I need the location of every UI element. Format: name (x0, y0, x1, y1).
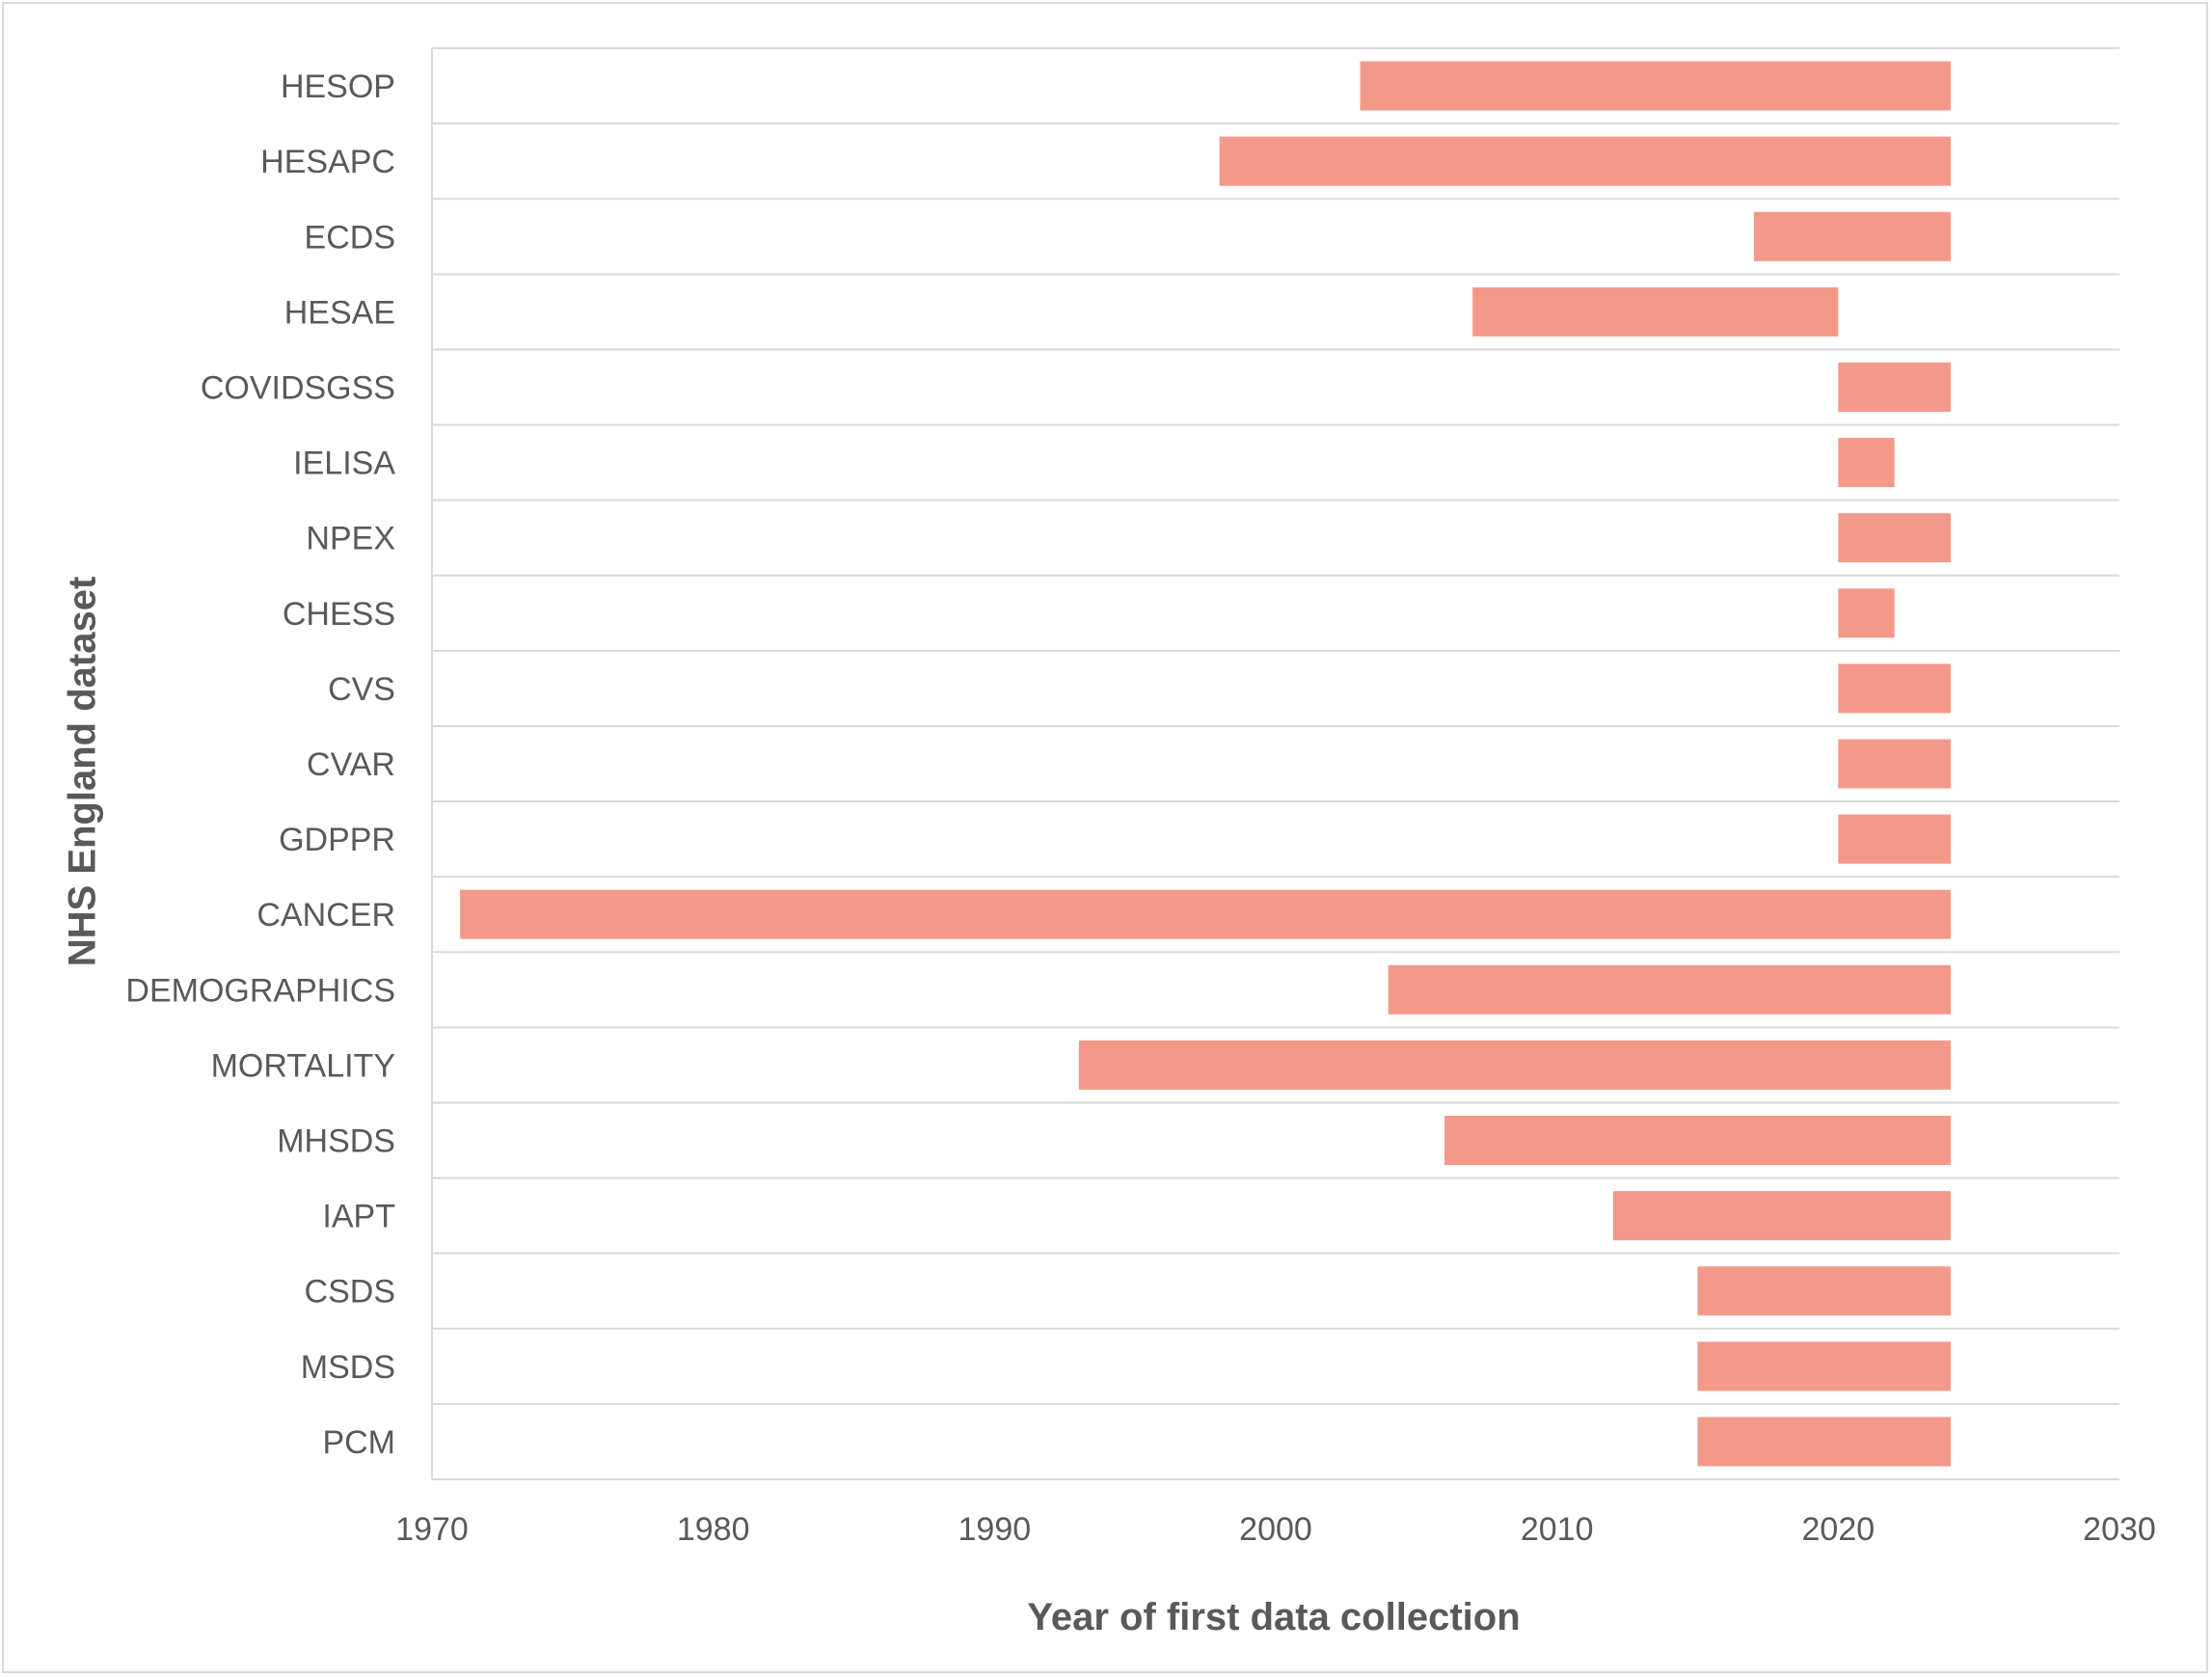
category-label: DEMOGRAPHICS (125, 972, 395, 1009)
bar-cvar (1838, 739, 1951, 789)
bar-npex (1838, 513, 1951, 563)
bar-ielisa (1838, 438, 1895, 488)
category-label: COVIDSGSS (201, 369, 395, 406)
category-label: MSDS (301, 1349, 395, 1386)
bar-msds (1697, 1341, 1951, 1392)
category-label: CSDS (305, 1274, 395, 1311)
category-label: MHSDS (277, 1123, 395, 1160)
x-tick-label: 1990 (958, 1511, 1032, 1548)
bar-cancer (460, 889, 1952, 939)
bar-ecds (1753, 211, 1951, 261)
bar-hesop (1360, 61, 1951, 111)
category-label: MORTALITY (211, 1047, 395, 1084)
category-labels: HESOP HESAPC ECDS HESAE COVIDSGSS IELISA NPEX C… (125, 68, 395, 1461)
category-label: HESAPC (260, 144, 395, 180)
category-label: CVAR (307, 746, 395, 783)
bar-pcm (1697, 1417, 1951, 1467)
bar-csds (1697, 1266, 1951, 1316)
bar-mhsds (1444, 1116, 1951, 1166)
x-tick-labels: 1970 1980 1990 2000 2010 2020 2030 (395, 1511, 2156, 1548)
x-tick-label: 1970 (395, 1511, 469, 1548)
x-tick-label: 2000 (1239, 1511, 1312, 1548)
x-tick-label: 2010 (1521, 1511, 1594, 1548)
bar-hesapc (1219, 136, 1951, 186)
category-label: NPEX (306, 521, 395, 557)
bar-cvs (1838, 663, 1951, 714)
bar-demographics (1388, 964, 1951, 1014)
bar-mortality (1078, 1040, 1951, 1090)
category-label: ECDS (305, 219, 395, 256)
category-label: IAPT (322, 1199, 395, 1235)
bar-gdppr (1838, 814, 1951, 864)
bar-iapt (1613, 1191, 1951, 1241)
category-label: CHESS (283, 596, 395, 633)
x-tick-label: 2020 (1802, 1511, 1875, 1548)
category-label: PCM (322, 1424, 395, 1461)
category-label: CANCER (256, 897, 395, 933)
bar-hesae (1472, 286, 1839, 337)
bars (460, 61, 1952, 1467)
x-tick-label: 1980 (677, 1511, 750, 1548)
y-axis-title: NHS England dataset (62, 577, 104, 967)
gridlines (431, 47, 2119, 1480)
x-tick-label: 2030 (2083, 1511, 2156, 1548)
bar-chess (1838, 588, 1895, 638)
category-label: HESOP (281, 68, 395, 105)
category-label: GDPPR (279, 822, 395, 858)
category-label: CVS (328, 671, 395, 708)
category-label: IELISA (293, 446, 395, 482)
category-label: HESAE (284, 294, 395, 331)
x-axis-title: Year of first data collection (1027, 1596, 1520, 1638)
bar-covidsgss (1838, 362, 1951, 412)
